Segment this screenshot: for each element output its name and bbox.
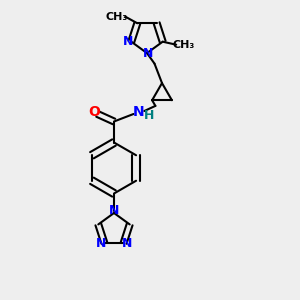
Text: N: N bbox=[122, 35, 133, 48]
Text: O: O bbox=[88, 106, 101, 119]
Text: CH₃: CH₃ bbox=[172, 40, 195, 50]
Text: N: N bbox=[133, 106, 145, 119]
Text: N: N bbox=[143, 47, 154, 60]
Text: H: H bbox=[144, 109, 154, 122]
Text: CH₃: CH₃ bbox=[105, 12, 128, 22]
Text: N: N bbox=[122, 237, 132, 250]
Text: N: N bbox=[109, 204, 119, 217]
Text: N: N bbox=[96, 237, 106, 250]
